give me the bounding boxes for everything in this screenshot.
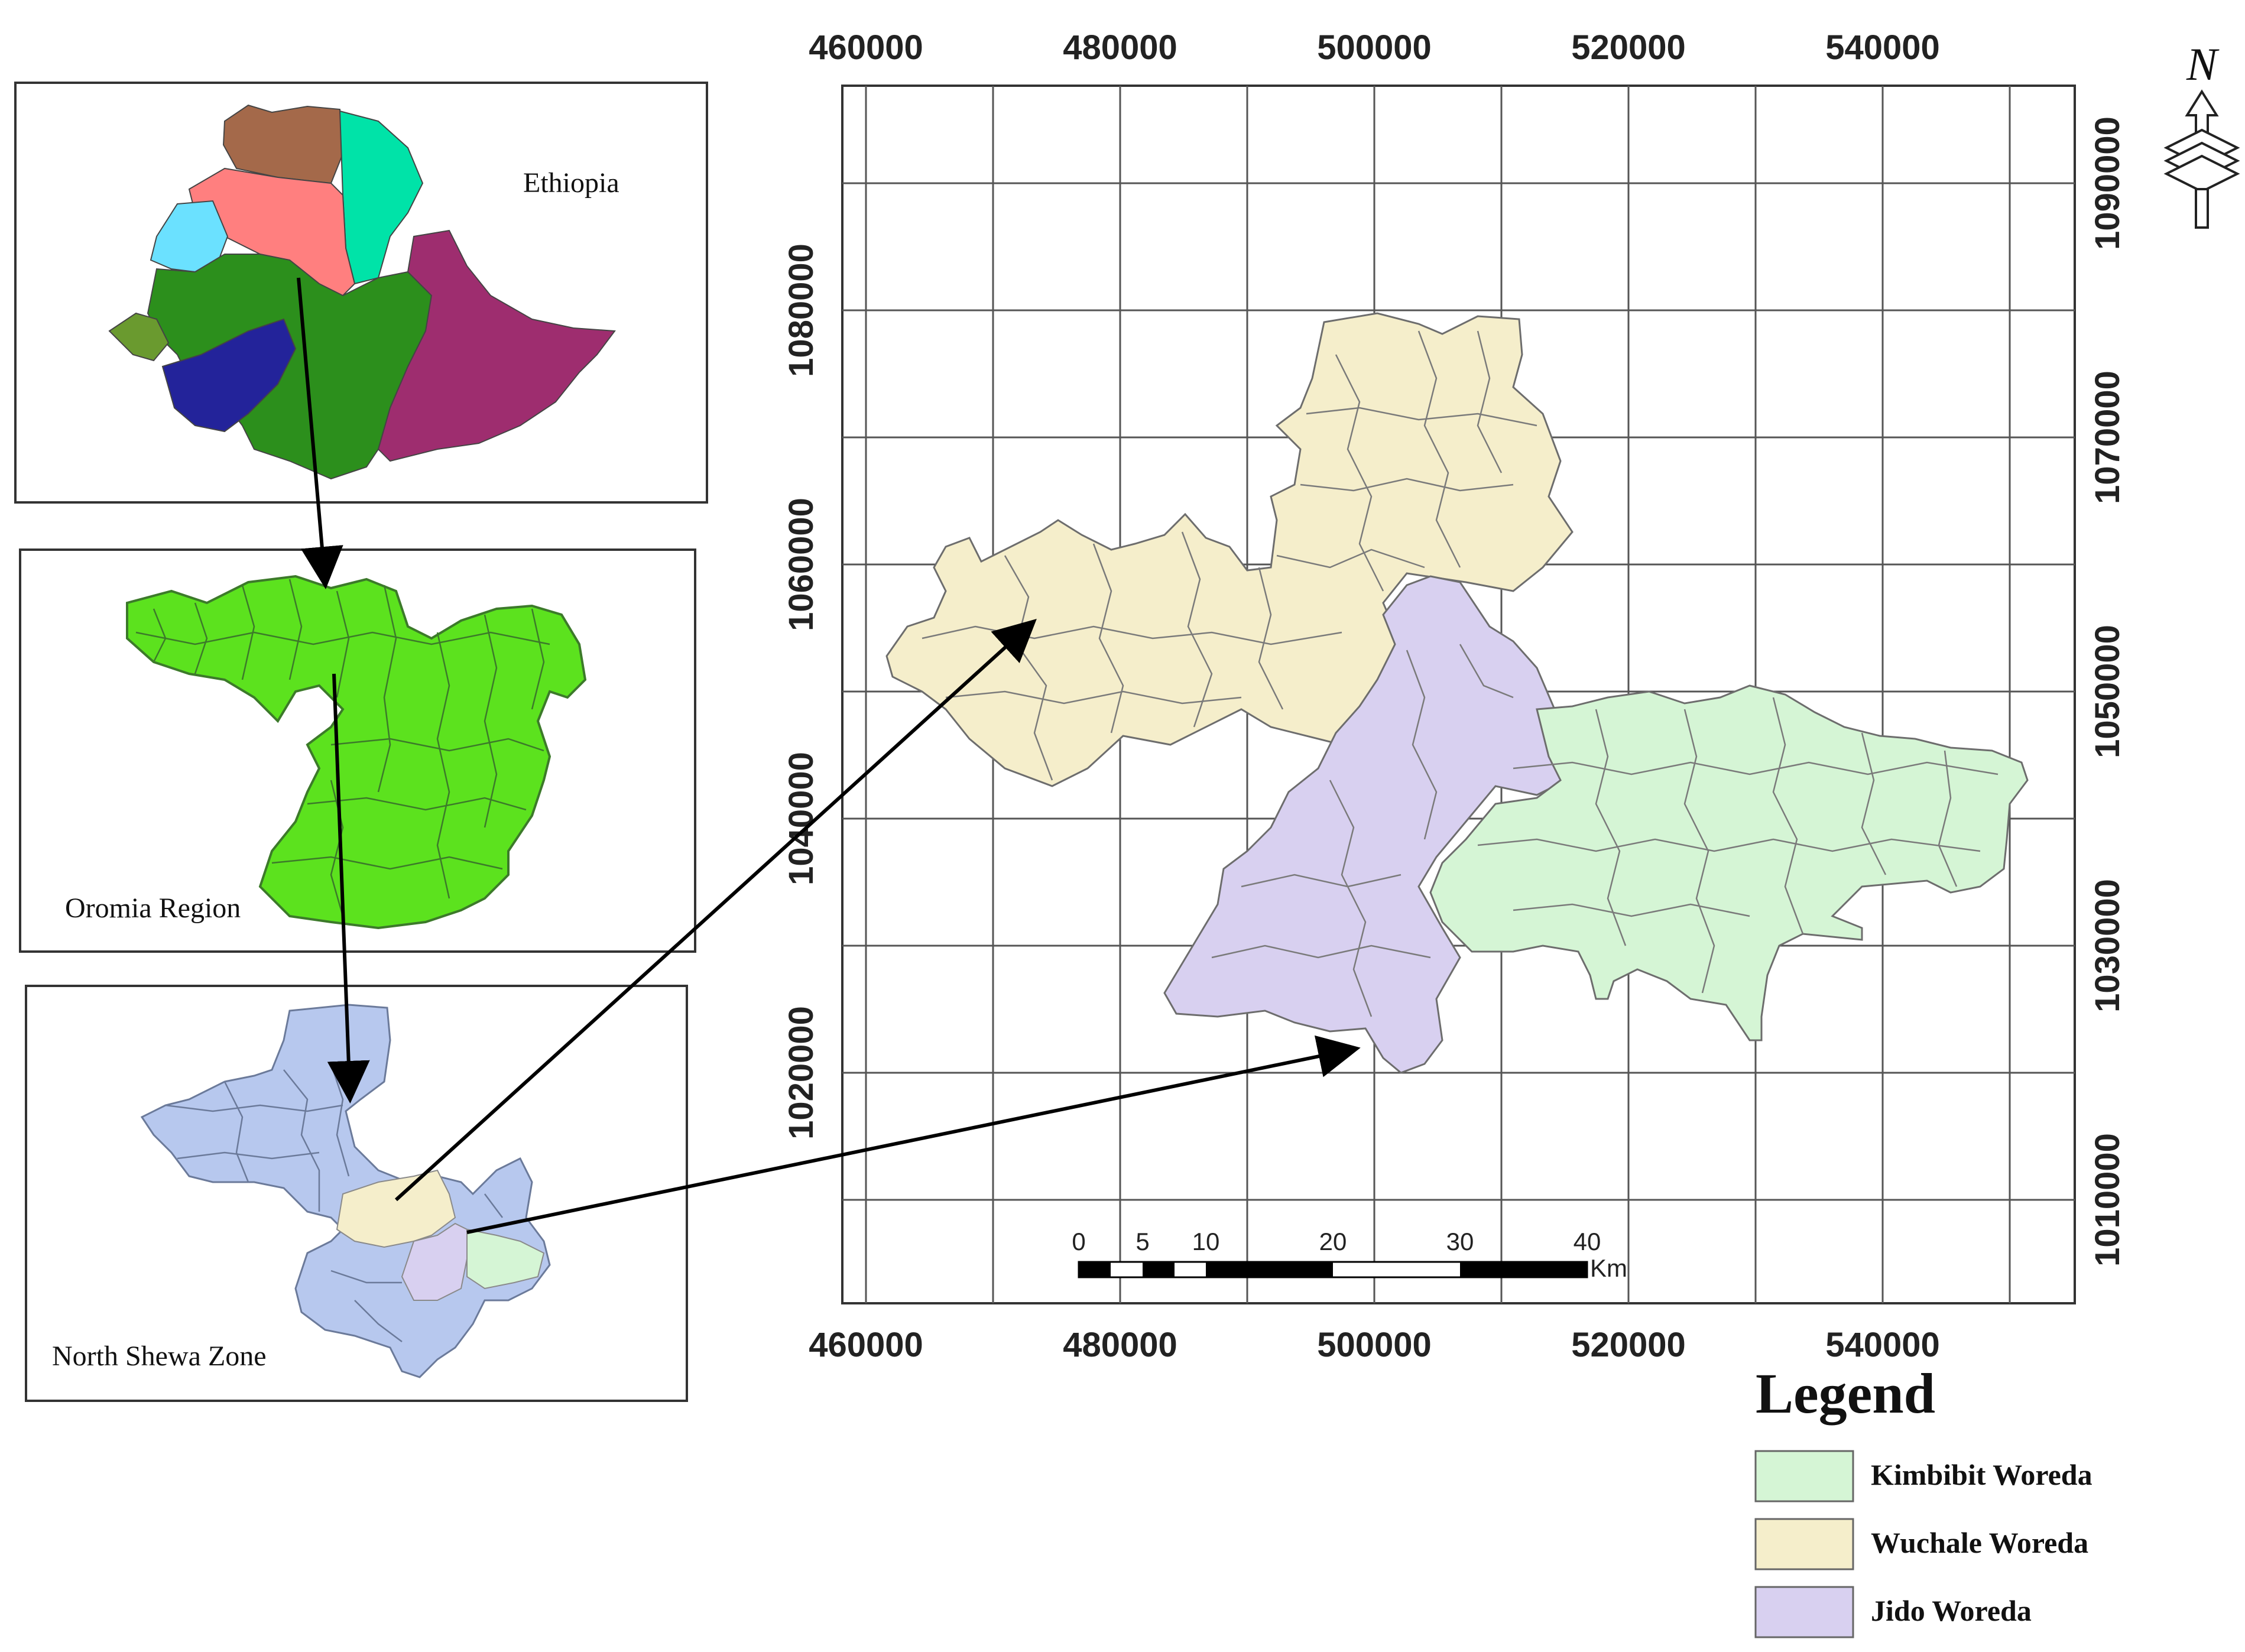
- arrow-ethiopia-to-oromia: [297, 277, 343, 589]
- region-shape: [108, 312, 170, 362]
- north-shewa-wuchale-area: [336, 1169, 456, 1248]
- inset-oromia: Oromia Region: [19, 548, 696, 953]
- y-axis-right: 1010000 1030000 1050000 1070000 1090000: [2088, 116, 2127, 1267]
- inset-frame: [25, 985, 688, 1402]
- inset-label-oromia: Oromia Region: [65, 892, 241, 924]
- y-tick-label: 1010000: [2088, 1133, 2127, 1267]
- legend-swatch-kimbibit: [1754, 1450, 1854, 1502]
- north-shewa-district-boundaries: [165, 1063, 503, 1342]
- x-axis-top: 460000 480000 500000 520000 540000: [809, 28, 1940, 67]
- map-frame: [841, 85, 2076, 1304]
- scale-tick-label: 20: [1319, 1228, 1347, 1255]
- main-map: 460000 480000 500000 520000 540000 46000…: [782, 28, 2240, 1364]
- y-tick-label: 1050000: [2088, 625, 2127, 758]
- scale-tick-label: 0: [1072, 1228, 1085, 1255]
- y-tick-label: 1080000: [782, 244, 820, 377]
- x-axis-bottom: 460000 480000 500000 520000 540000: [809, 1326, 1940, 1364]
- legend: Legend Kimbibit Woreda Wuchale Woreda Ji…: [1754, 1362, 2092, 1638]
- y-tick-label: 1060000: [782, 498, 820, 631]
- y-tick-label: 1030000: [2088, 879, 2127, 1012]
- legend-swatch-jido: [1754, 1586, 1854, 1638]
- scale-unit-label: Km: [1590, 1254, 1627, 1282]
- oromia-district-boundaries: [135, 579, 550, 917]
- locator-arrows: [297, 277, 1361, 1234]
- scale-tick-label: 10: [1192, 1228, 1220, 1255]
- x-tick-label: 540000: [1825, 28, 1940, 67]
- inset-label-ethiopia: Ethiopia: [523, 167, 619, 199]
- inset-label-north-shewa: North Shewa Zone: [52, 1341, 267, 1372]
- x-tick-label: 520000: [1571, 1326, 1686, 1364]
- north-shewa-kimbibit-area: [466, 1228, 545, 1290]
- scale-bar-segment: [1460, 1262, 1587, 1277]
- arrow-oromia-to-north-shewa: [327, 673, 370, 1104]
- north-label: N: [2186, 38, 2220, 90]
- legend-swatch-wuchale: [1754, 1518, 1854, 1570]
- arrow-to-jido: [466, 1035, 1361, 1234]
- legend-title: Legend: [1756, 1362, 1935, 1425]
- x-tick-label: 500000: [1317, 28, 1432, 67]
- oromia-region-shape: [126, 575, 587, 930]
- region-shape: [161, 318, 297, 433]
- x-tick-label: 540000: [1825, 1326, 1940, 1364]
- inset-frame: [14, 82, 708, 504]
- scale-tick-label: 5: [1136, 1228, 1149, 1255]
- scale-bar: 0 5 10 20 30 40 Km: [1072, 1228, 1627, 1282]
- y-axis-left: 1020000 1040000 1060000 1080000: [782, 244, 820, 1140]
- legend-label-wuchale: Wuchale Woreda: [1871, 1526, 2088, 1559]
- inset-ethiopia: Ethiopia: [14, 82, 708, 504]
- x-tick-label: 460000: [809, 28, 923, 67]
- inset-frame: [19, 548, 696, 953]
- scale-tick-label: 40: [1574, 1228, 1601, 1255]
- y-tick-label: 1020000: [782, 1006, 820, 1140]
- scale-bar-segment: [1206, 1262, 1333, 1277]
- scale-bar-segment: [1079, 1262, 1111, 1277]
- inset-north-shewa: North Shewa Zone: [25, 985, 688, 1402]
- scale-tick-label: 30: [1446, 1228, 1474, 1255]
- scale-bar-segment: [1143, 1262, 1175, 1277]
- arrow-to-wuchale: [394, 618, 1037, 1202]
- x-tick-label: 480000: [1063, 1326, 1177, 1364]
- legend-label-jido: Jido Woreda: [1871, 1594, 2032, 1627]
- x-tick-label: 480000: [1063, 28, 1177, 67]
- north-arrow-icon: [2163, 89, 2240, 229]
- wuchale-woreda-area: [885, 312, 1574, 787]
- y-tick-label: 1090000: [2088, 116, 2127, 250]
- y-tick-label: 1070000: [2088, 371, 2127, 504]
- x-tick-label: 460000: [809, 1326, 923, 1364]
- x-tick-label: 520000: [1571, 28, 1686, 67]
- kebele-boundaries: [922, 330, 1999, 1017]
- north-shewa-jido-area: [401, 1222, 468, 1301]
- north-shewa-zone-shape: [140, 1004, 551, 1378]
- north-arrow: N: [2163, 38, 2240, 229]
- region-shape: [377, 229, 616, 462]
- legend-label-kimbibit: Kimbibit Woreda: [1871, 1458, 2092, 1491]
- x-tick-label: 500000: [1317, 1326, 1432, 1364]
